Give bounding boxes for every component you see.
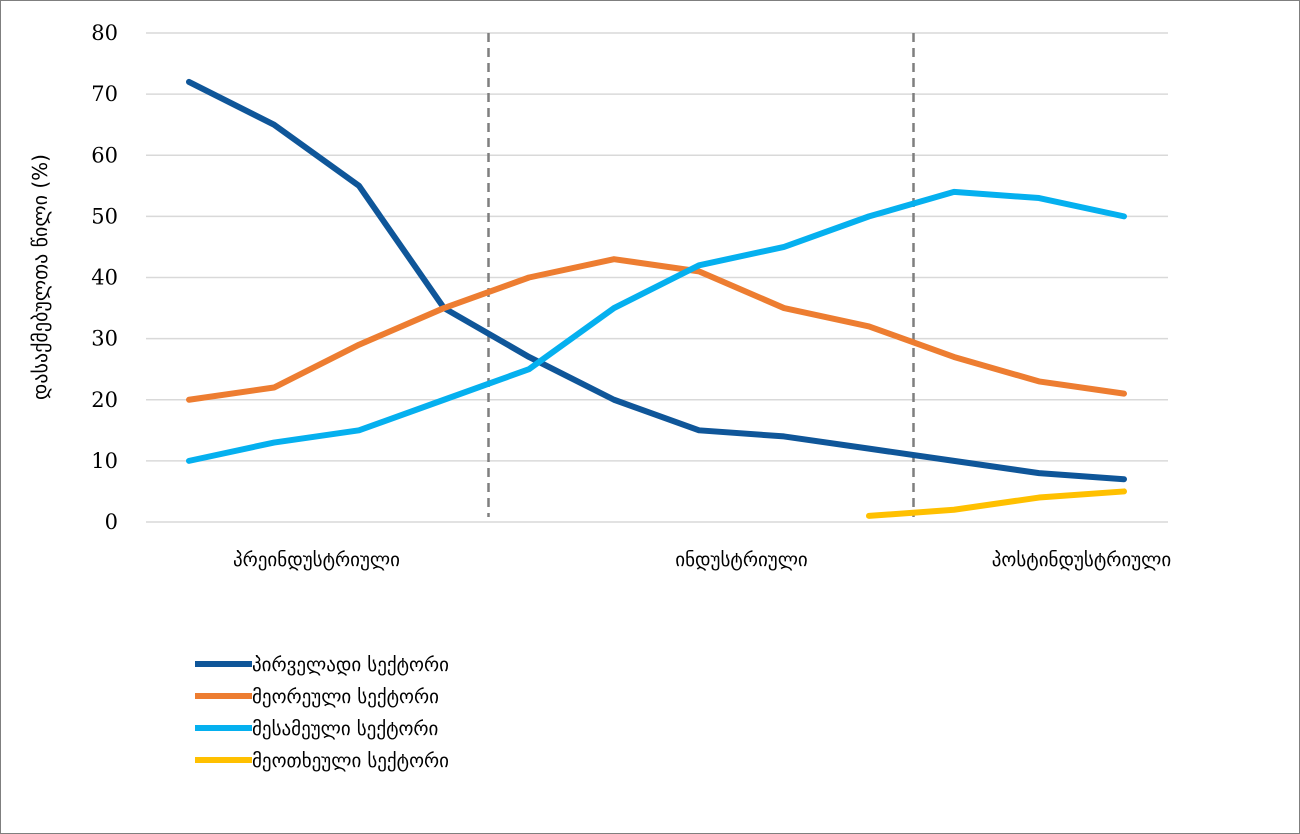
y-tick-label: 60 <box>91 143 118 167</box>
y-tick-label: 30 <box>91 327 118 351</box>
y-tick-label: 50 <box>91 204 118 228</box>
y-tick-label: 0 <box>105 510 118 534</box>
legend-label: მეოთხეული სექტორი <box>252 750 449 772</box>
grid-lines <box>146 32 1168 523</box>
legend-label: მეორეული სექტორი <box>252 686 439 708</box>
legend-label: პირველადი სექტორი <box>252 654 449 676</box>
series-line-3 <box>186 188 1127 464</box>
era-dividers <box>487 33 915 517</box>
y-tick-label: 20 <box>91 388 118 412</box>
y-axis-label: დასაქმებულთა წილი (%) <box>28 154 52 400</box>
y-tick-label: 40 <box>91 266 118 290</box>
series-line-2 <box>186 256 1127 403</box>
legend: პირველადი სექტორი მეორეული სექტორი მესამეუ… <box>195 654 449 772</box>
legend-label: მესამეული სექტორი <box>252 718 438 740</box>
y-tick-labels: 0 10 20 30 40 50 60 70 80 <box>91 21 118 534</box>
category-label: პრეინდუსტრიული <box>233 549 400 571</box>
series-line-1 <box>186 78 1127 483</box>
y-tick-label: 70 <box>91 82 118 106</box>
category-label: პოსტინდუსტრიული <box>992 549 1171 571</box>
series-lines <box>186 78 1127 519</box>
series-line-4 <box>866 488 1127 519</box>
category-label: ინდუსტრიული <box>675 549 808 571</box>
category-labels: პრეინდუსტრიული ინდუსტრიული პოსტინდუსტრიული <box>233 549 1171 571</box>
y-tick-label: 80 <box>91 21 118 45</box>
y-tick-label: 10 <box>91 449 118 473</box>
